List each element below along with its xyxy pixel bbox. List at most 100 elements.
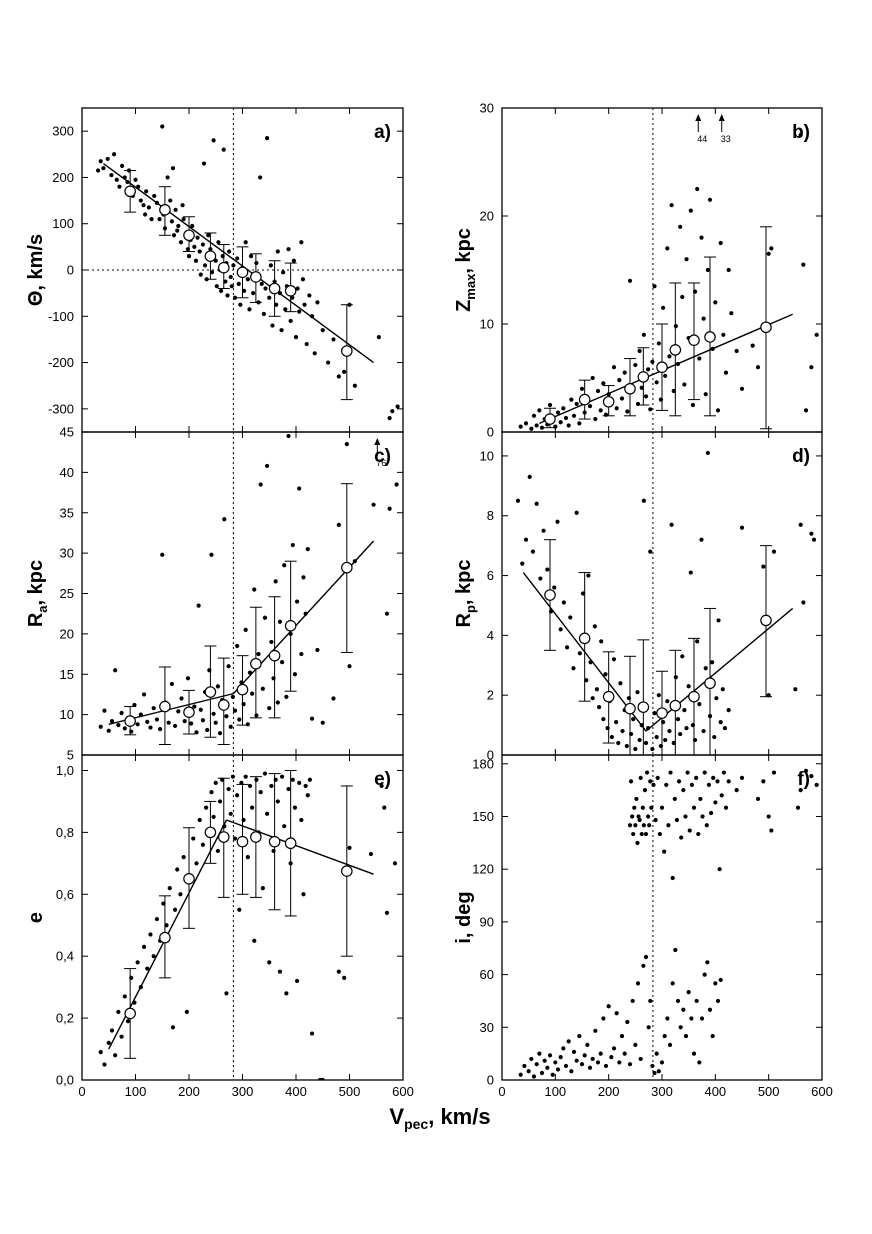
y-axis-label-sub: p xyxy=(463,605,478,613)
data-point xyxy=(801,600,806,605)
data-point xyxy=(273,579,278,584)
data-point xyxy=(681,1007,686,1012)
data-point xyxy=(705,450,710,456)
y-axis-label-sub: max xyxy=(463,273,478,300)
data-point xyxy=(292,805,298,810)
data-point xyxy=(154,916,159,922)
data-point xyxy=(599,639,604,644)
binned-mean xyxy=(124,185,136,198)
data-point xyxy=(260,686,265,691)
data-point xyxy=(387,506,392,511)
binned-mean xyxy=(637,701,650,713)
data-point xyxy=(226,786,231,792)
data-point xyxy=(644,770,650,775)
data-point xyxy=(170,1025,176,1030)
data-point xyxy=(633,746,638,752)
data-point xyxy=(261,311,266,317)
data-point xyxy=(347,845,352,850)
data-point xyxy=(625,1019,630,1025)
data-point xyxy=(200,842,206,847)
data-point xyxy=(522,1063,527,1069)
data-point xyxy=(368,851,373,857)
data-point xyxy=(710,660,715,665)
y-tick-label: 35 xyxy=(60,505,74,520)
data-point xyxy=(149,216,154,222)
data-point xyxy=(707,197,713,202)
data-point xyxy=(120,163,125,168)
data-point xyxy=(531,1074,537,1079)
offscale-label: 76 xyxy=(376,458,386,468)
data-point xyxy=(580,591,586,596)
data-point xyxy=(236,281,241,286)
data-point xyxy=(686,990,691,995)
data-point xyxy=(229,284,234,289)
data-point xyxy=(595,388,601,394)
y-axis-label-unit: , kpc xyxy=(453,560,475,606)
data-point xyxy=(702,770,707,775)
y-axis-label-main: Z xyxy=(453,300,475,312)
y-axis-label-unit: , kpc xyxy=(25,560,47,606)
binned-mean xyxy=(624,382,636,395)
data-point xyxy=(611,657,617,662)
data-point xyxy=(650,359,655,364)
panel-label: f) xyxy=(797,769,810,790)
data-point xyxy=(151,954,156,959)
data-point xyxy=(135,722,140,727)
data-point xyxy=(211,711,216,716)
data-point xyxy=(166,720,171,725)
data-point xyxy=(566,423,571,428)
data-point xyxy=(622,1051,627,1056)
binned-mean xyxy=(637,371,650,383)
data-point xyxy=(712,734,717,740)
binned-mean xyxy=(656,361,668,373)
data-point xyxy=(704,823,709,828)
data-point xyxy=(347,664,352,669)
data-point xyxy=(734,348,739,354)
data-point xyxy=(761,779,766,784)
data-point xyxy=(711,775,716,780)
data-point xyxy=(518,1072,523,1077)
data-point xyxy=(633,823,638,828)
data-point xyxy=(98,159,103,164)
data-point xyxy=(558,1055,563,1060)
data-point xyxy=(715,408,721,413)
data-point xyxy=(703,666,708,671)
data-point xyxy=(697,702,702,707)
data-point xyxy=(650,746,655,752)
data-point xyxy=(175,228,180,233)
data-point xyxy=(657,831,662,837)
y-tick-label: 10 xyxy=(480,448,494,463)
binned-mean xyxy=(284,837,297,850)
data-point xyxy=(708,810,714,816)
data-point xyxy=(555,519,560,524)
y-tick-label: 0 xyxy=(487,1073,494,1088)
panel-label: e) xyxy=(374,769,391,790)
data-point xyxy=(668,770,673,775)
data-point xyxy=(803,408,809,413)
data-point xyxy=(225,293,230,298)
data-point xyxy=(678,224,683,229)
data-point xyxy=(646,814,651,819)
y-tick-label: -300 xyxy=(48,401,74,416)
data-point xyxy=(766,251,771,256)
data-point xyxy=(141,944,147,950)
data-point xyxy=(592,624,597,629)
data-point xyxy=(611,1046,617,1051)
data-point xyxy=(254,260,259,266)
y-tick-label: 10 xyxy=(480,317,494,332)
data-point xyxy=(192,244,197,249)
data-point xyxy=(309,716,315,721)
data-point xyxy=(165,175,170,180)
data-point xyxy=(547,402,553,408)
data-point xyxy=(673,675,678,680)
data-point xyxy=(814,782,819,787)
data-point xyxy=(230,694,235,699)
y-tick-label: 0,6 xyxy=(56,887,74,902)
data-point xyxy=(307,777,313,782)
data-point xyxy=(566,1039,571,1044)
y-tick-label: 60 xyxy=(480,967,494,982)
data-point xyxy=(190,223,195,229)
data-point xyxy=(625,409,630,414)
data-point xyxy=(160,124,165,129)
data-point xyxy=(698,796,703,802)
